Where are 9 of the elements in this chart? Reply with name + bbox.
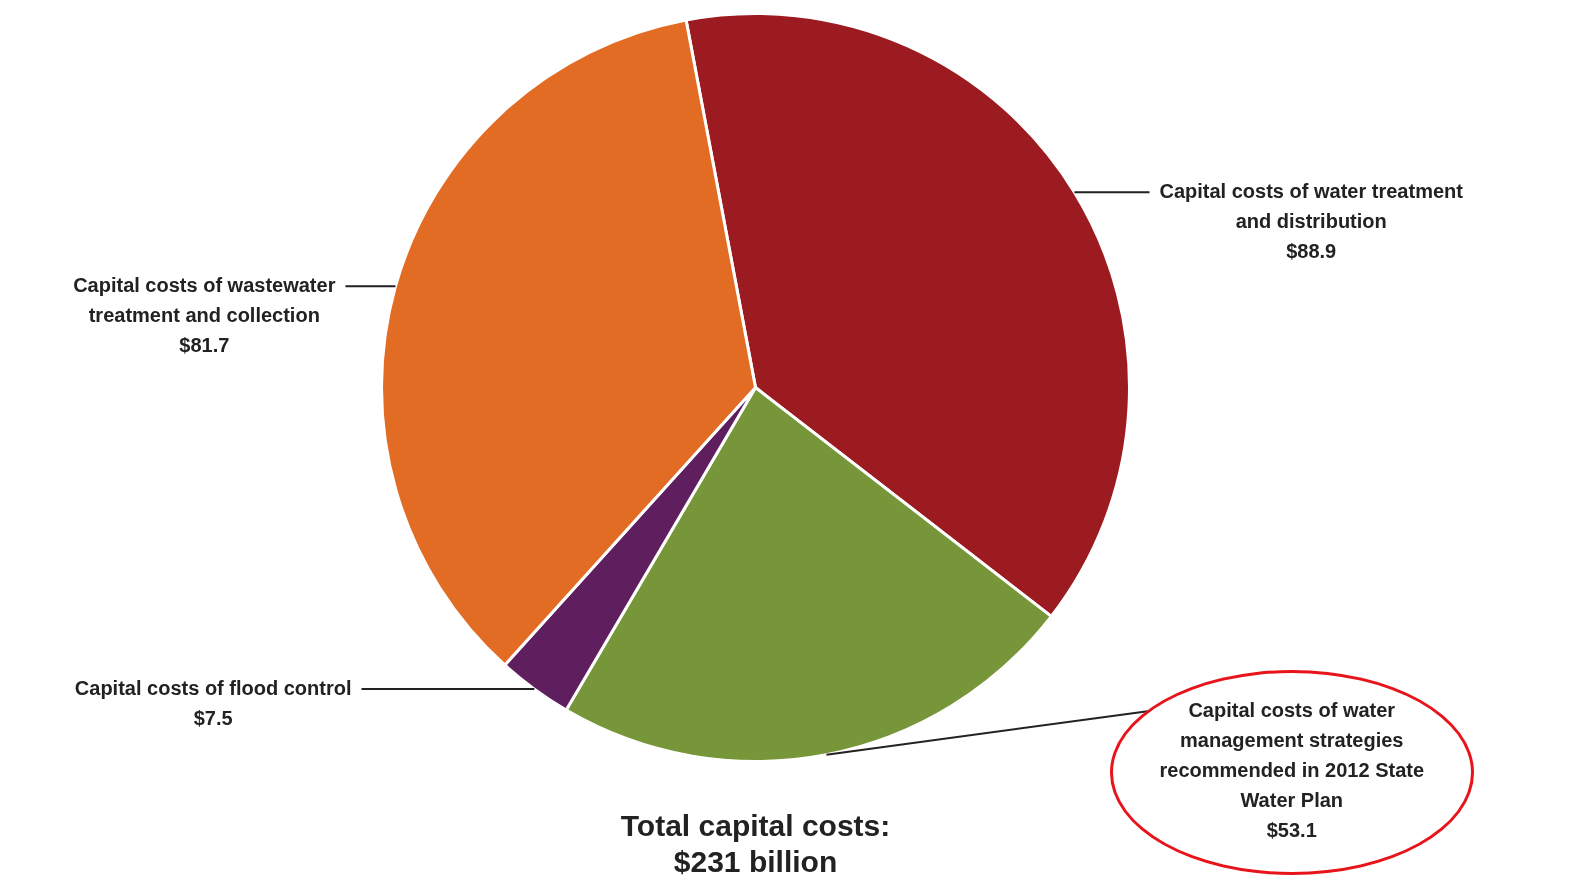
data-label: $88.9	[1286, 239, 1337, 262]
slice-label: Capital costs of water management strategies recommended in 2012 State Water Plan	[1159, 698, 1425, 811]
data-label: $7.5	[193, 706, 233, 729]
text: Total capital costs: $231 billion	[620, 809, 891, 879]
slice-label: Capital costs of flood control	[74, 676, 352, 699]
slice-label: Capital costs of wastewater treatment and collection	[73, 273, 336, 326]
slice-label: Capital costs of water treatment and distribution	[1159, 179, 1464, 232]
data-label: $53.1	[1266, 818, 1317, 841]
data-label: $81.7	[179, 333, 230, 356]
